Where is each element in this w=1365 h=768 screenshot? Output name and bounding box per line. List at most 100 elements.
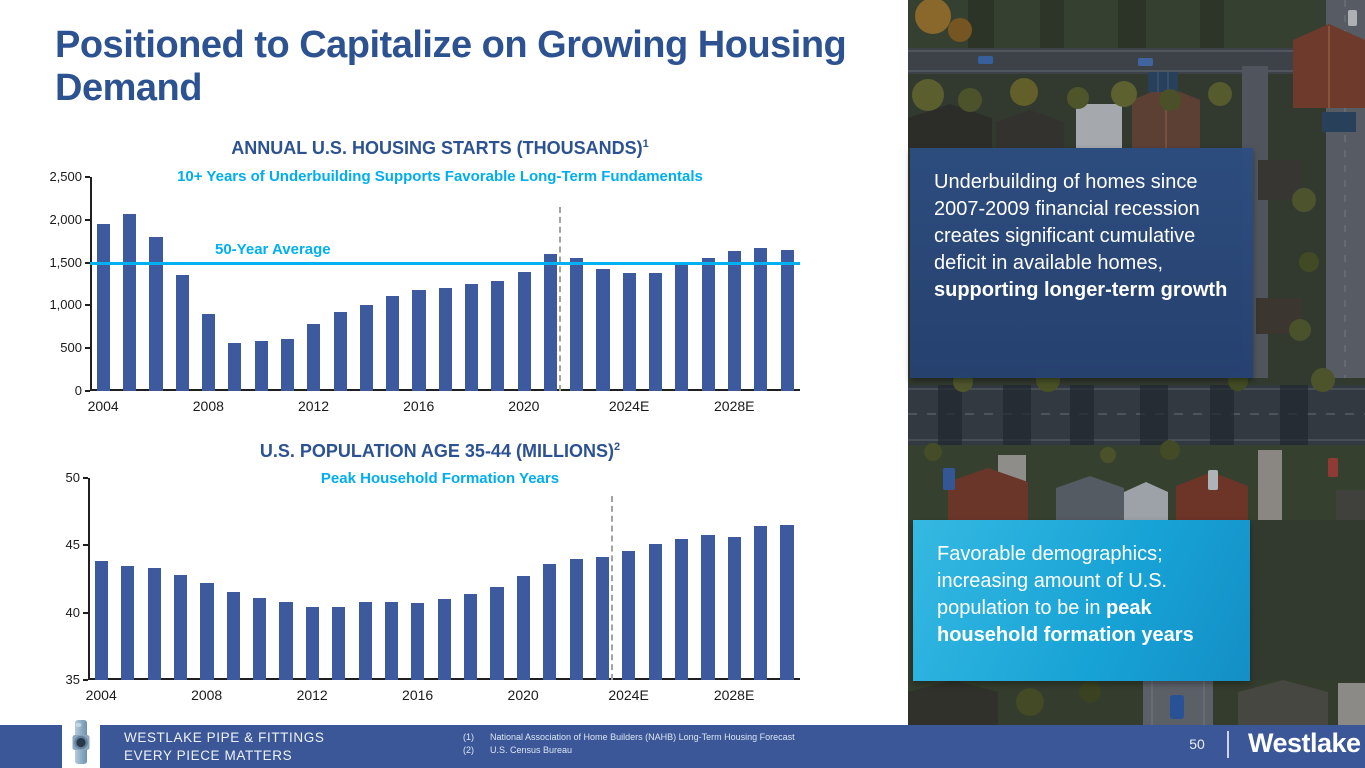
footnote-2: (2) U.S. Census Bureau <box>463 744 795 757</box>
y-axis-tick <box>85 347 90 350</box>
y-axis-tick <box>85 218 90 221</box>
chart-bar <box>701 258 715 391</box>
chart-bar <box>780 525 794 680</box>
chart-bar <box>202 313 216 391</box>
chart-bar <box>149 236 163 391</box>
y-tick-label: 50 <box>65 470 80 485</box>
chart-bar <box>622 550 636 680</box>
pipe-fitting-photo <box>62 716 100 768</box>
chart-bar <box>228 343 242 391</box>
y-tick-label: 1,000 <box>49 297 82 313</box>
chart1-footnote-superscript: 1 <box>642 138 649 150</box>
x-tick-label: 2004 <box>85 687 117 703</box>
y-tick-label: 40 <box>65 604 80 620</box>
chart-bar <box>437 599 451 680</box>
callout-underbuilding-highlight: supporting longer-term growth <box>934 279 1228 301</box>
y-axis-tick <box>83 679 88 681</box>
chart-bar <box>411 603 425 680</box>
roof-shapes <box>908 24 1365 726</box>
chart-bar <box>754 526 768 680</box>
chart-bar <box>253 597 267 680</box>
y-axis-tick <box>85 304 90 307</box>
page-title: Positioned to Capitalize on Growing Hous… <box>55 24 847 109</box>
chart2-subtitle: Peak Household Formation Years <box>320 470 560 487</box>
chart-bar <box>464 284 479 391</box>
chart2-title-text: U.S. POPULATION AGE 35-44 (MILLIONS) <box>259 441 614 461</box>
chart-bar <box>649 273 663 391</box>
chart-bar <box>123 213 137 391</box>
westlake-logo: Westlake <box>1248 728 1361 758</box>
footnote-2-text: U.S. Census Bureau <box>490 745 573 756</box>
chart-bar <box>596 269 610 391</box>
chart-bar <box>569 558 583 680</box>
chart-bar <box>570 258 584 391</box>
pipe-fitting-icon <box>72 720 90 764</box>
car-shapes <box>943 10 1357 719</box>
x-tick-label: 2012 <box>297 398 330 414</box>
chart-bar <box>96 223 110 391</box>
chart-bar <box>701 534 715 680</box>
x-tick-label: 2020 <box>508 398 540 414</box>
chart-bar <box>175 275 189 391</box>
chart-bar <box>727 251 742 391</box>
y-axis-tick <box>83 477 88 479</box>
chart-bar <box>307 324 321 391</box>
chart-bar <box>305 607 319 680</box>
chart-bar <box>147 568 161 680</box>
chart-bar <box>517 272 531 391</box>
chart-bar <box>200 583 214 680</box>
chart-bar <box>280 338 295 391</box>
x-tick-label: 2028E <box>713 687 755 703</box>
page-number: 50 <box>1189 736 1205 752</box>
footnote-2-marker: (2) <box>463 745 474 756</box>
x-tick-label: 2008 <box>192 398 224 414</box>
chart-bar <box>464 593 478 680</box>
x-tick-label: 2020 <box>507 687 539 703</box>
y-tick-label: 0 <box>74 383 82 398</box>
fifty-year-average-label: 50-Year Average <box>215 241 331 259</box>
chart1-title-text: ANNUAL U.S. HOUSING STARTS (THOUSANDS) <box>231 138 643 158</box>
chart-bar <box>386 295 400 391</box>
y-tick-label: 1,500 <box>49 254 82 270</box>
footnote-1: (1) National Association of Home Builder… <box>463 731 795 744</box>
y-axis-tick <box>83 611 88 614</box>
chart-bar <box>595 557 610 680</box>
chart-bar <box>675 538 689 680</box>
chart-bar <box>121 565 135 680</box>
chart-bar <box>384 601 399 680</box>
y-tick-label: 45 <box>65 537 80 553</box>
footnotes: (1) National Association of Home Builder… <box>463 731 795 757</box>
chart-bar <box>543 254 557 391</box>
chart-bar <box>412 290 426 391</box>
chart-bar <box>754 248 768 391</box>
y-axis-tick <box>85 261 90 264</box>
footer-bar <box>0 725 1365 768</box>
x-tick-label: 2016 <box>402 687 434 703</box>
x-tick-label: 2028E <box>714 398 755 414</box>
chart-bar <box>438 287 452 391</box>
chart2-footnote-superscript: 2 <box>613 441 621 453</box>
footnote-1-marker: (1) <box>463 732 474 742</box>
chart-bar <box>279 601 293 680</box>
callout-demographics: Favorable demographics; increasing amoun… <box>913 520 1250 681</box>
y-axis-tick <box>85 390 90 392</box>
x-tick-label: 2016 <box>403 398 435 414</box>
fifty-year-average-line <box>90 261 800 265</box>
y-tick-label: 2,000 <box>49 211 82 227</box>
chart2-title: U.S. POPULATION AGE 35-44 (MILLIONS)2 <box>60 441 820 462</box>
x-tick-label: 2012 <box>296 687 328 703</box>
chart-bar <box>254 340 268 391</box>
chart-bar <box>622 273 636 391</box>
chart-bar <box>173 574 188 680</box>
callout-underbuilding-text: Underbuilding of homes since 2007-2009 f… <box>934 171 1200 274</box>
y-tick-label: 500 <box>60 340 82 356</box>
chart-bar <box>333 311 347 391</box>
footer-brand-line1: WESTLAKE PIPE & FITTINGS <box>124 730 325 745</box>
chart-bar <box>780 249 794 391</box>
chart-bar <box>648 543 662 680</box>
y-tick-label: 35 <box>65 672 80 687</box>
footnote-1-text: National Association of Home Builders (N… <box>490 732 795 742</box>
y-axis-tick <box>85 176 90 178</box>
x-tick-label: 2004 <box>87 398 119 414</box>
